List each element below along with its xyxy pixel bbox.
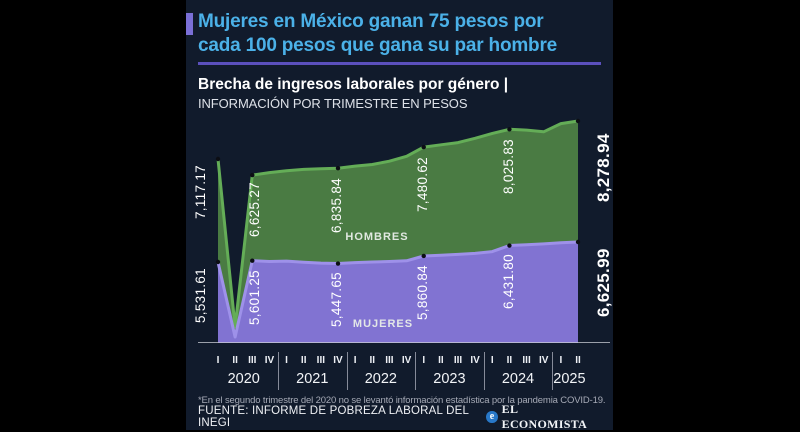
- mujeres-line: [216, 240, 579, 339]
- year-separator: [346, 352, 348, 390]
- quarter-tick: II: [575, 355, 581, 366]
- mujeres-point-dot: [335, 261, 341, 266]
- year-label: 2020: [227, 371, 260, 387]
- mujeres-value-label: 6,625.99: [594, 248, 613, 318]
- source-text: FUENTE: INFORME DE POBREZA LABORAL DEL I…: [198, 405, 469, 429]
- hombres-point-dot: [575, 118, 581, 124]
- title-underline: [198, 62, 601, 65]
- quarter-tick: III: [316, 355, 326, 366]
- hombres-value-label: 8,278.94: [594, 133, 613, 203]
- quarter-tick: I: [422, 355, 426, 366]
- source-row: FUENTE: INFORME DE POBREZA LABORAL DEL I…: [198, 402, 600, 431]
- mujeres-point-dot: [575, 239, 581, 245]
- el-economista-logo: e EL ECONOMISTA: [486, 402, 600, 432]
- mujeres-point-dot: [421, 253, 426, 259]
- mujeres-value-label: 5,447.65: [329, 272, 344, 328]
- quarter-tick: IV: [538, 355, 549, 366]
- title-accent-bar: [186, 13, 193, 35]
- year-label: 2023: [433, 371, 466, 387]
- area-chart: [198, 118, 610, 343]
- hombres-point-dot: [421, 144, 426, 150]
- year-label: 2024: [501, 371, 535, 387]
- year-label: 2025: [553, 371, 586, 387]
- quarter-tick: IV: [470, 355, 480, 366]
- hombres-value-label: 7,480.62: [415, 157, 430, 213]
- hombres-point-dot: [215, 156, 221, 162]
- year-label: 2022: [364, 371, 397, 387]
- hombres-series-label: HOMBRES: [345, 231, 409, 243]
- year-separator: [483, 352, 485, 390]
- hombres-value-label: 6,835.84: [329, 178, 344, 234]
- mujeres-series-label: MUJERES: [352, 318, 414, 330]
- quarter-tick: I: [353, 355, 357, 366]
- mujeres-area: [218, 242, 578, 343]
- quarter-tick: I: [559, 355, 563, 366]
- infographic-card: Mujeres en México ganan 75 pesos por cad…: [186, 0, 613, 431]
- footnote: *En el segundo trimestre del 2020 no se …: [198, 395, 606, 406]
- quarter-tick: II: [232, 355, 238, 366]
- mujeres-point-dot: [250, 258, 255, 263]
- chart-subtitle-detail: INFORMACIÓN POR TRIMESTRE EN PESOS: [198, 96, 468, 111]
- hombres-point-dot: [507, 127, 512, 132]
- quarter-tick: II: [300, 355, 307, 366]
- chart-subtitle: Brecha de ingresos laborales por género …: [198, 76, 509, 93]
- mujeres-value-label: 6,431.80: [501, 254, 516, 310]
- title-line-2: cada 100 pesos que gana su par hombre: [198, 35, 558, 56]
- year-label: 2021: [296, 371, 329, 387]
- page-title: Mujeres en México ganan 75 pesos por cad…: [198, 10, 603, 58]
- hombres-value-label: 8,025.83: [501, 139, 516, 195]
- year-separator: [415, 352, 417, 390]
- quarter-tick: I: [216, 355, 220, 366]
- quarter-tick: III: [453, 355, 463, 366]
- quarter-tick: II: [369, 355, 376, 366]
- mujeres-value-label: 5,601.25: [247, 270, 262, 326]
- mujeres-value-label: 5,860.84: [415, 265, 430, 321]
- quarter-tick: I: [490, 355, 494, 366]
- el-economista-icon: e: [486, 411, 498, 423]
- hombres-value-label: 6,625.27: [247, 182, 262, 238]
- quarter-tick: III: [248, 355, 257, 366]
- el-economista-wordmark: EL ECONOMISTA: [501, 402, 588, 431]
- hombres-point-dot: [335, 166, 341, 171]
- quarter-tick: III: [385, 355, 394, 366]
- year-separator: [278, 352, 279, 390]
- quarter-tick: II: [438, 355, 444, 366]
- quarter-tick: III: [522, 355, 531, 366]
- year-separator: [552, 352, 554, 390]
- quarter-tick: IV: [333, 355, 343, 366]
- hombres-line: [216, 119, 579, 329]
- mujeres-point-dot: [507, 243, 512, 248]
- quarter-tick: I: [285, 355, 288, 366]
- hombres-point-dot: [250, 172, 255, 178]
- hombres-value-label: 7,117.17: [193, 165, 208, 219]
- title-line-1: Mujeres en México ganan 75 pesos por: [198, 11, 544, 32]
- quarter-tick: IV: [401, 355, 412, 366]
- quarter-tick: II: [506, 355, 513, 366]
- quarter-tick: IV: [264, 355, 275, 366]
- mujeres-point-dot: [215, 259, 221, 265]
- mujeres-value-label: 5,531.61: [193, 268, 208, 324]
